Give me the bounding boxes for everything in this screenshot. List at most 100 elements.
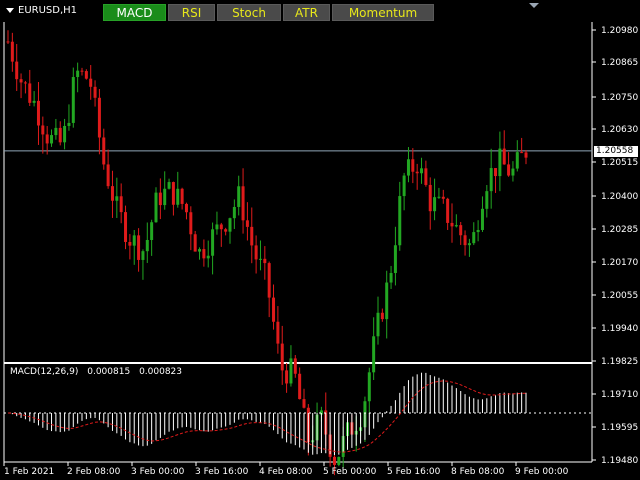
candle-body <box>67 122 71 126</box>
candle-body <box>6 41 10 43</box>
candle-body <box>428 184 432 212</box>
candle-body <box>150 222 154 240</box>
time-axis-label: 5 Feb 16:00 <box>387 467 441 477</box>
chart-shift-icon[interactable] <box>529 3 539 8</box>
time-axis-label: 1 Feb 2021 <box>4 467 55 477</box>
candle-body <box>176 188 180 205</box>
time-axis-label: 8 Feb 08:00 <box>451 467 505 477</box>
candle-body <box>124 212 128 242</box>
tab-atr[interactable]: ATR <box>283 4 330 21</box>
candle-body <box>119 196 123 213</box>
candle-body <box>480 208 484 230</box>
symbol-timeframe-label: EURUSD,H1 <box>6 5 77 16</box>
candle-body <box>420 168 424 174</box>
candle-body <box>115 196 119 201</box>
macd-caption: MACD(12,26,9) 0.000815 0.000823 <box>10 367 188 377</box>
candle-body <box>398 196 402 246</box>
candle-body <box>63 125 67 143</box>
time-axis-label: 5 Feb 00:00 <box>323 467 377 477</box>
candle-body <box>472 232 476 244</box>
price-axis-label: 1.20630 <box>601 125 639 135</box>
macd-name: MACD(12,26,9) <box>10 367 79 377</box>
candle-body <box>28 83 32 103</box>
candle-body <box>319 410 323 415</box>
candle-body <box>132 235 136 246</box>
dropdown-triangle-icon[interactable] <box>6 8 14 13</box>
candle-body <box>437 196 441 198</box>
candle-body <box>337 456 341 465</box>
candle-body <box>23 82 27 84</box>
tab-macd[interactable]: MACD <box>103 4 166 21</box>
candle-body <box>280 343 284 371</box>
candle-body <box>415 171 419 174</box>
candle-body <box>411 159 415 172</box>
candle-body <box>158 192 162 206</box>
candle-body <box>171 182 175 205</box>
candle-body <box>424 168 428 185</box>
candle-body <box>406 159 410 176</box>
candle-body <box>128 241 132 246</box>
candle-body <box>184 203 188 213</box>
candle-body <box>97 97 101 138</box>
candle-body <box>376 312 380 337</box>
candle-body <box>93 86 97 98</box>
candle-body <box>454 225 458 227</box>
candle-body <box>467 243 471 246</box>
candle-body <box>511 168 515 176</box>
macd-signal-line <box>7 380 527 453</box>
candle-body <box>206 255 210 259</box>
tab-stoch[interactable]: Stoch <box>217 4 281 21</box>
candle-body <box>380 312 384 320</box>
candle-body <box>154 192 158 223</box>
candle-body <box>228 218 232 232</box>
price-axis-label: 1.20750 <box>601 93 639 103</box>
candle-body <box>393 245 397 274</box>
symbol-text: EURUSD,H1 <box>18 5 78 16</box>
candle-body <box>450 222 454 227</box>
macd-value: 0.000815 <box>87 367 131 377</box>
candle-body <box>50 135 54 144</box>
candle-body <box>189 212 193 235</box>
candle-body <box>237 186 241 207</box>
candle-body <box>80 70 84 72</box>
candle-body <box>433 197 437 212</box>
candle-body <box>267 263 271 298</box>
candle-body <box>332 456 336 465</box>
candle-body <box>180 188 184 204</box>
candle-body <box>258 258 262 260</box>
candle-body <box>441 196 445 199</box>
time-axis-label: 3 Feb 16:00 <box>195 467 249 477</box>
candle-body <box>106 164 110 187</box>
candle-body <box>520 152 524 154</box>
candle-body <box>293 358 297 374</box>
candle-body <box>372 336 376 373</box>
candle-body <box>489 168 493 192</box>
candle-body <box>254 245 258 260</box>
candle-body <box>272 297 276 322</box>
candle-body <box>110 186 114 201</box>
macd-axis-label: 1.19595 <box>601 423 639 433</box>
candle-body <box>36 100 40 126</box>
candle-body <box>502 148 506 165</box>
candle-body <box>211 229 215 256</box>
candle-body <box>289 358 293 384</box>
candle-body <box>10 41 14 62</box>
tab-rsi[interactable]: RSI <box>168 4 215 21</box>
time-axis-label: 4 Feb 08:00 <box>259 467 313 477</box>
candle-body <box>485 191 489 209</box>
price-axis-label: 1.20515 <box>601 158 639 168</box>
price-axis-label: 1.20980 <box>601 26 639 36</box>
candle-body <box>241 186 245 221</box>
candle-body <box>494 168 498 177</box>
candle-body <box>193 234 197 252</box>
candle-body <box>89 78 93 87</box>
candle-body <box>76 70 80 78</box>
indicator-tabs: MACD RSI Stoch ATR Momentum <box>103 4 434 21</box>
candle-body <box>385 282 389 320</box>
signal-value: 0.000823 <box>139 367 183 377</box>
tab-momentum[interactable]: Momentum <box>332 4 434 21</box>
candle-body <box>276 321 280 344</box>
candle-body <box>15 61 19 80</box>
